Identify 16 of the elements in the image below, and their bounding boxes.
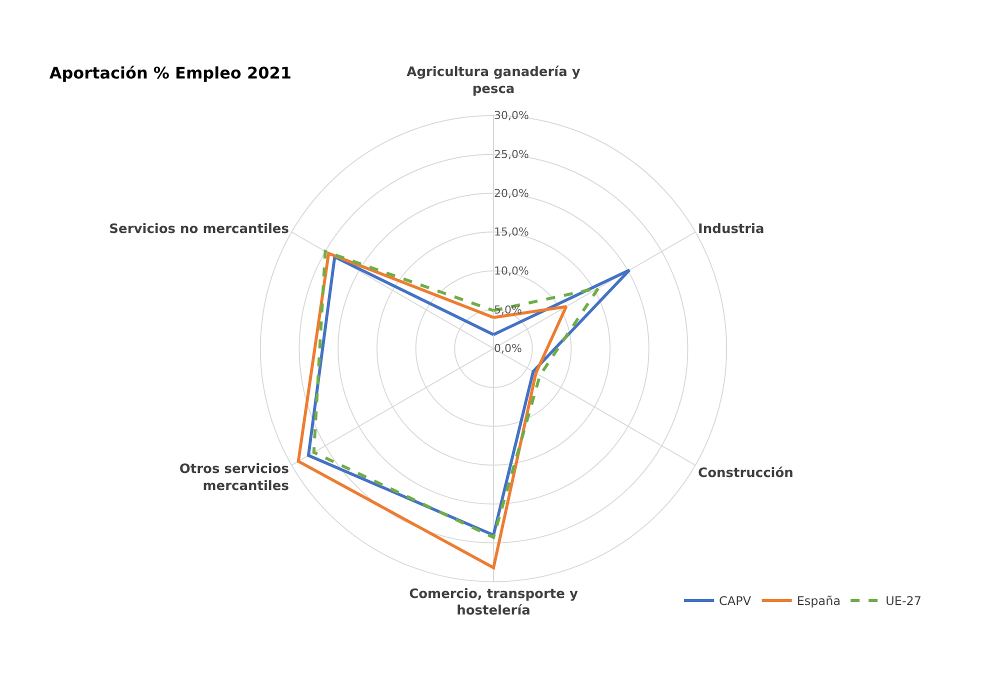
spoke-label: Otros servicios mercantiles — [179, 462, 290, 494]
y-tick-label: 15,0% — [494, 226, 529, 239]
legend-label: CAPV — [719, 594, 752, 608]
spoke-label: Construcción — [698, 466, 794, 482]
y-tick-label: 25,0% — [494, 148, 529, 161]
legend-label: España — [796, 594, 841, 608]
spoke-label: Comercio, transporte y hostelería — [409, 586, 578, 619]
spoke-label: Servicios no mercantiles — [109, 222, 290, 238]
chart-title: Aportación % Empleo 2021 — [49, 64, 292, 83]
y-tick-label: 30,0% — [494, 109, 529, 122]
y-tick-label: 20,0% — [494, 186, 529, 200]
spoke-label: Agricultura ganadería y pesca — [406, 65, 581, 97]
spoke-label: Industria — [698, 222, 764, 238]
y-tick-label: 0,0% — [494, 342, 522, 356]
y-tick-label: 10,0% — [494, 264, 529, 278]
legend-label: UE-27 — [886, 594, 922, 608]
